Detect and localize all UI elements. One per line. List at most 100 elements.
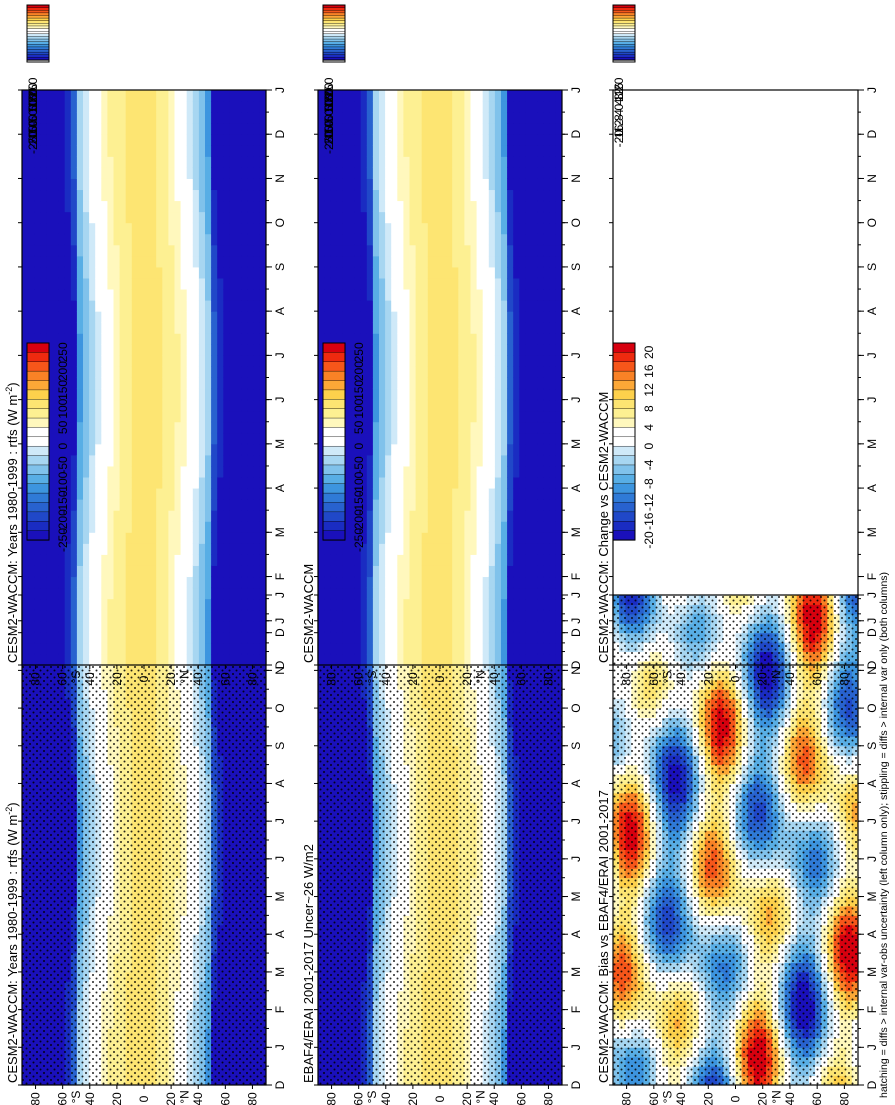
field-cell bbox=[144, 620, 151, 633]
field-cell bbox=[150, 289, 157, 301]
field-cell bbox=[113, 277, 121, 290]
field-cell bbox=[247, 554, 255, 566]
field-cell bbox=[235, 510, 243, 522]
field-cell bbox=[180, 532, 188, 544]
field-cell bbox=[107, 112, 114, 124]
field-cell bbox=[22, 156, 29, 168]
field-cell bbox=[101, 443, 108, 456]
field-cell bbox=[131, 344, 139, 356]
field-cell bbox=[40, 112, 47, 124]
field-cell bbox=[168, 410, 175, 423]
field-cell bbox=[174, 145, 182, 157]
field-cell bbox=[259, 388, 267, 401]
field-cell bbox=[64, 510, 72, 522]
field-cell bbox=[186, 222, 194, 235]
field-cell bbox=[150, 311, 157, 323]
field-cell bbox=[168, 300, 175, 312]
field-cell bbox=[95, 620, 102, 633]
field-cell bbox=[229, 266, 236, 279]
field-cell bbox=[52, 554, 60, 566]
field-cell bbox=[156, 101, 163, 113]
field-cell bbox=[28, 289, 35, 301]
field-cell bbox=[174, 477, 182, 489]
field-cell bbox=[229, 554, 236, 566]
field-cell bbox=[253, 300, 261, 312]
month-label: F bbox=[273, 573, 287, 580]
field-cell bbox=[229, 322, 236, 334]
field-cell bbox=[168, 333, 175, 345]
field-cell bbox=[40, 653, 47, 666]
field-cell bbox=[174, 178, 182, 191]
field-cell bbox=[247, 145, 255, 157]
field-cell bbox=[150, 488, 157, 500]
field-cell bbox=[192, 255, 200, 268]
field-cell bbox=[70, 222, 78, 235]
field-cell bbox=[137, 244, 145, 257]
field-cell bbox=[150, 554, 157, 566]
field-cell bbox=[168, 222, 175, 235]
field-cell bbox=[101, 189, 108, 202]
field-cell bbox=[46, 244, 53, 257]
field-cell bbox=[217, 145, 224, 157]
field-cell bbox=[198, 145, 206, 157]
field-cell bbox=[198, 134, 206, 146]
field-cell bbox=[70, 167, 78, 179]
field-cell bbox=[186, 410, 194, 423]
field-cell bbox=[235, 598, 243, 611]
field-cell bbox=[259, 443, 267, 456]
field-cell bbox=[46, 620, 53, 633]
field-cell bbox=[95, 145, 102, 157]
field-cell bbox=[156, 598, 163, 611]
field-cell bbox=[107, 167, 114, 179]
field-cell bbox=[52, 377, 60, 390]
field-cell bbox=[113, 454, 121, 467]
field-cell bbox=[28, 277, 35, 290]
field-cell bbox=[125, 642, 133, 655]
field-cell bbox=[89, 510, 96, 522]
field-cell bbox=[101, 322, 108, 334]
field-cell bbox=[131, 189, 139, 202]
field-cell bbox=[180, 465, 188, 478]
field-cell bbox=[235, 587, 243, 600]
field-cell bbox=[137, 344, 145, 356]
field-cell bbox=[70, 255, 78, 268]
field-cell bbox=[162, 333, 169, 345]
month-label: J bbox=[273, 592, 287, 598]
field-cell bbox=[235, 642, 243, 655]
field-cell bbox=[174, 222, 182, 235]
field-cell bbox=[229, 300, 236, 312]
field-cell bbox=[89, 101, 96, 113]
field-cell bbox=[217, 587, 224, 600]
field-cell bbox=[34, 178, 41, 191]
field-cell bbox=[22, 233, 29, 246]
field-cell bbox=[174, 432, 182, 445]
field-cell bbox=[211, 532, 218, 544]
field-cell bbox=[162, 399, 169, 412]
field-cell bbox=[211, 642, 218, 655]
field-cell bbox=[101, 499, 108, 511]
field-cell bbox=[113, 189, 121, 202]
field-cell bbox=[58, 134, 66, 146]
field-cell bbox=[229, 410, 236, 423]
field-cell bbox=[235, 454, 243, 467]
field-cell bbox=[40, 134, 47, 146]
field-cell bbox=[186, 134, 194, 146]
field-cell bbox=[119, 488, 127, 500]
field-cell bbox=[217, 565, 224, 578]
field-cell bbox=[223, 167, 230, 179]
field-cell bbox=[64, 123, 72, 135]
field-cell bbox=[22, 421, 29, 434]
field-cell bbox=[235, 521, 243, 533]
field-cell bbox=[137, 477, 145, 489]
field-cell bbox=[235, 255, 243, 268]
field-cell bbox=[241, 366, 249, 378]
field-cell bbox=[137, 488, 145, 500]
field-cell bbox=[144, 410, 151, 423]
field-cell bbox=[113, 167, 121, 179]
field-cell bbox=[58, 388, 66, 401]
field-cell bbox=[144, 112, 151, 124]
field-cell bbox=[52, 499, 60, 511]
field-cell bbox=[101, 233, 108, 246]
field-cell bbox=[205, 421, 212, 434]
field-cell bbox=[205, 300, 212, 312]
